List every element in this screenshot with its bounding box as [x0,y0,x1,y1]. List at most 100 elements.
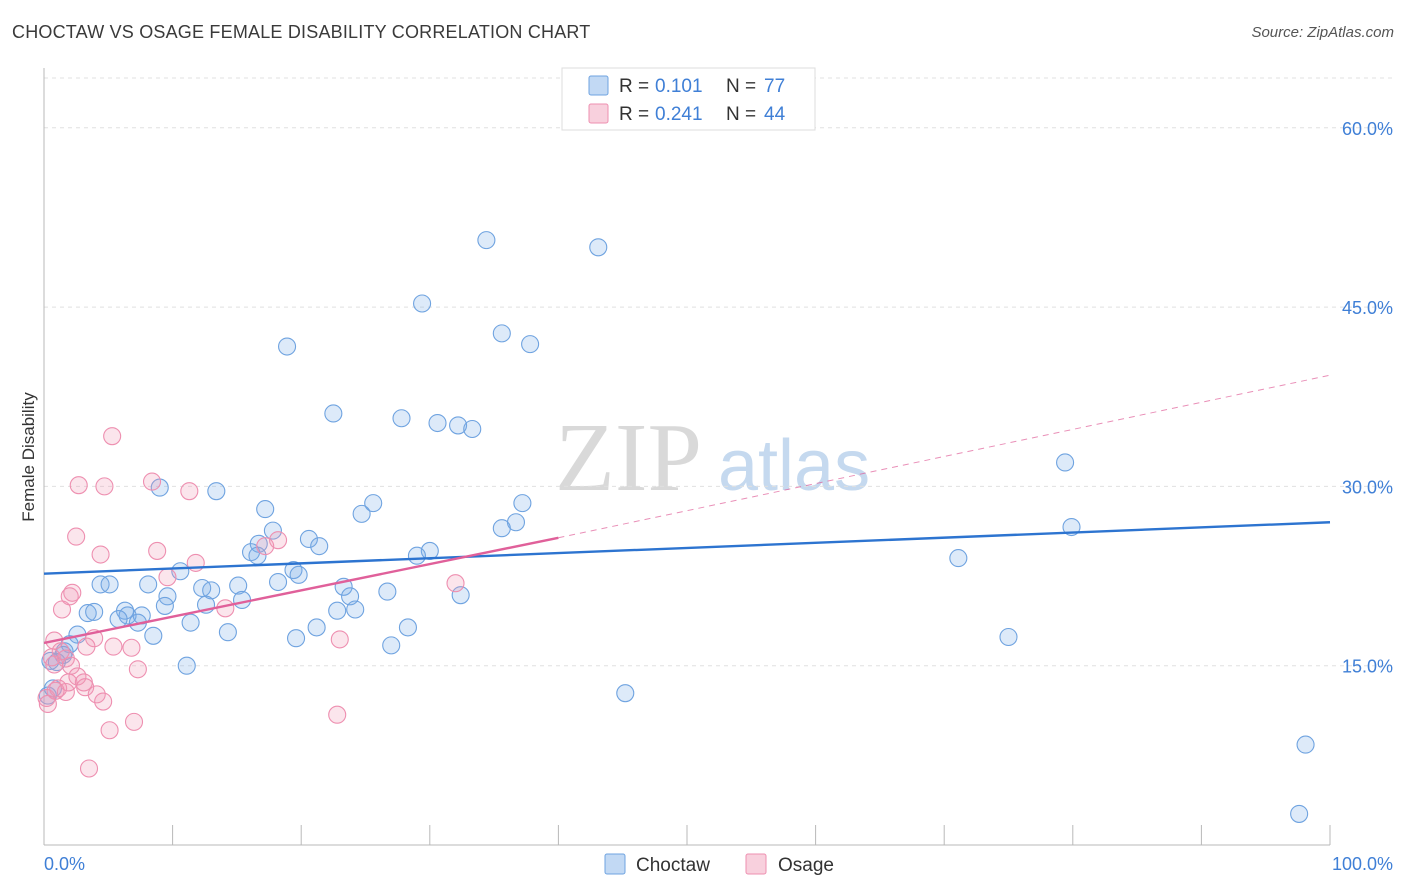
trend-lines [43,374,1331,645]
osage-point [46,681,65,700]
x-tick-marks [43,825,1331,845]
choctaw-point [428,413,447,433]
choctaw-point [364,494,383,513]
choctaw-point [218,623,237,642]
osage-point [76,678,95,697]
osage-point [42,648,61,667]
osage-point [128,660,147,679]
choctaw-point [451,586,470,605]
legend-row-osage: R = 0.241 N = 44 [588,103,786,125]
choctaw-points [38,231,1315,823]
osage-point [69,476,88,495]
legend-row-choctaw: R = 0.101 N = 77 [588,75,785,97]
choctaw-point [1290,804,1309,823]
choctaw-point [346,600,365,619]
choctaw-point [202,581,221,600]
choctaw-point [352,504,371,523]
choctaw-point [463,419,482,439]
choctaw-point [521,335,540,354]
stats-legend-box [561,67,816,131]
legend-n-label: N = [726,76,756,97]
choctaw-point [118,606,137,625]
osage-swatch [588,103,609,124]
choctaw-point [492,324,511,343]
choctaw-trend-line [43,521,1331,575]
choctaw-point [477,231,496,250]
choctaw-point [398,618,417,637]
choctaw-legend-swatch [604,853,626,875]
osage-point [87,685,106,704]
choctaw-point [256,500,275,519]
y-tick-label: 45.0% [1342,298,1393,318]
choctaw-point [407,546,426,565]
osage-point [122,638,141,657]
legend-r-label: R = [619,104,649,125]
legend-n-label: N = [726,104,756,125]
legend-n-value: 44 [764,104,786,125]
osage-point [328,705,347,724]
osage-trend-line [43,536,559,645]
chart-title: CHOCTAW VS OSAGE FEMALE DISABILITY CORRE… [12,22,591,42]
choctaw-point [85,602,104,621]
choctaw-point [269,572,288,592]
choctaw-point [232,590,252,609]
osage-points [37,427,465,778]
osage-point [330,630,349,649]
choctaw-point [155,596,174,615]
osage-point [103,427,122,446]
choctaw-point [1296,735,1315,754]
osage-point [142,472,162,491]
x-tick-label: 0.0% [44,854,85,874]
watermark: ZIP atlas [555,404,870,512]
osage-point [180,482,199,501]
osage-point [77,637,96,656]
choctaw-point [287,629,306,648]
choctaw-point [413,294,432,313]
stats-legend: R = 0.101 N = 77 R = 0.241 N = 44 [561,67,816,131]
choctaw-point [310,537,329,556]
osage-point [256,537,275,556]
osage-point [95,477,114,496]
osage-point [67,527,86,546]
osage-point [104,637,123,656]
legend-r-value: 0.241 [655,104,703,125]
choctaw-point [378,582,397,601]
watermark-zip: ZIP [555,404,702,512]
series-legend: Choctaw Osage [604,853,834,876]
choctaw-point [278,337,297,356]
choctaw-point [307,618,326,637]
y-tick-labels: 15.0% 30.0% 45.0% 60.0% [1342,119,1393,677]
choctaw-swatch [588,75,609,96]
choctaw-point [492,519,511,538]
osage-point [446,574,465,593]
osage-point [124,712,144,731]
choctaw-point [289,565,308,584]
x-tick-labels: 0.0% 100.0% [44,854,1393,874]
gridlines [44,77,1395,667]
legend-n-value: 77 [764,76,785,97]
choctaw-point [229,576,248,595]
choctaw-point [589,238,608,257]
osage-point [91,545,110,564]
y-axis-label: Female Disability [19,392,38,522]
choctaw-point [324,404,343,423]
osage-point [37,688,56,708]
choctaw-point [513,494,532,513]
x-tick-label: 100.0% [1332,854,1393,874]
legend-r-label: R = [619,76,649,97]
choctaw-point [207,482,226,501]
choctaw-point [100,575,119,594]
choctaw-point [999,627,1018,647]
choctaw-point [47,653,66,672]
y-tick-label: 15.0% [1342,657,1393,677]
choctaw-point [177,656,196,675]
osage-point [94,692,113,711]
osage-point [148,541,167,560]
choctaw-point [328,601,347,620]
choctaw-legend-label: Choctaw [636,855,710,876]
y-tick-label: 30.0% [1342,477,1393,497]
choctaw-point [109,610,128,629]
osage-point [45,655,64,674]
osage-point [100,721,119,740]
